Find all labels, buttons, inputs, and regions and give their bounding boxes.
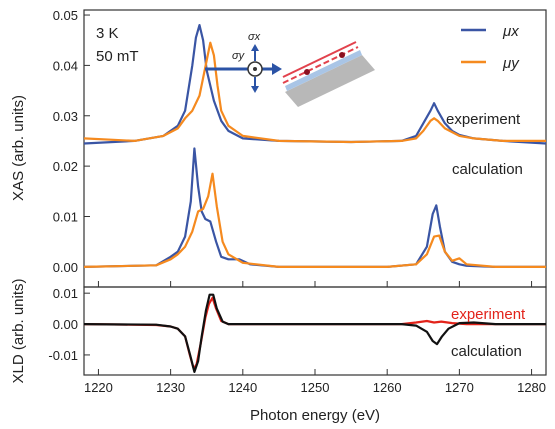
xld-series xyxy=(83,293,546,373)
temperature-label: 3 K xyxy=(96,25,119,42)
legend-muy-label: μy xyxy=(502,55,520,72)
xld-y-ticks: -0.01 0.00 0.01 xyxy=(48,286,90,363)
xas-plot-frame xyxy=(83,9,547,288)
polarization-geometry-inset: σx σy xyxy=(205,31,375,107)
molecule-layer-line-1 xyxy=(282,41,357,78)
xld-y-axis-label: XLD (arb. units) xyxy=(10,278,27,383)
y-tick-label: 0.00 xyxy=(53,260,78,275)
sample-film xyxy=(285,50,362,91)
legend-mux-label: μx xyxy=(502,23,519,40)
x-tick-label: 1220 xyxy=(84,380,113,395)
y-tick-label: 0.04 xyxy=(53,58,78,73)
y-tick-label: 0.05 xyxy=(53,8,78,23)
xld-calculation-line xyxy=(83,293,546,373)
xas-panel: 0.00 0.01 0.02 0.03 0.04 0.05 XAS (arb. units… xyxy=(10,8,547,288)
xas-legend: μx μy xyxy=(461,23,520,72)
xas-experiment-label: experiment xyxy=(446,111,521,128)
xas-experiment-mu-y-line xyxy=(83,41,546,144)
y-tick-label: 0.01 xyxy=(53,286,78,301)
y-tick-label: 0.02 xyxy=(53,159,78,174)
x-tick-label: 1240 xyxy=(228,380,257,395)
beam-arrow-head xyxy=(272,63,282,75)
xas-y-axis-label: XAS (arb. units) xyxy=(10,95,27,201)
sigma-y-label: σy xyxy=(232,50,246,62)
xas-experiment-mu-x-line xyxy=(83,24,547,145)
field-label: 50 mT xyxy=(96,48,139,65)
x-tick-label: 1230 xyxy=(156,380,185,395)
xas-x-ticks xyxy=(97,281,533,287)
xas-series xyxy=(83,24,547,268)
y-tick-label: 0.03 xyxy=(53,109,78,124)
xas-calculation-mu-y-line xyxy=(83,172,546,268)
molecule-layer-line-2 xyxy=(282,46,359,84)
sigma-x-arrow-down-head xyxy=(251,86,259,93)
x-tick-label: 1260 xyxy=(373,380,402,395)
sigma-y-dot-icon xyxy=(253,67,257,71)
x-axis-label: Photon energy (eV) xyxy=(250,407,380,424)
xld-calculation-label: calculation xyxy=(451,343,522,360)
x-tick-label: 1250 xyxy=(301,380,330,395)
y-tick-label: 0.00 xyxy=(53,317,78,332)
xld-x-ticks: 1220 1230 1240 1250 1260 1270 1280 xyxy=(84,369,546,395)
molecule-atom-1 xyxy=(304,69,310,75)
sigma-x-arrow-head xyxy=(251,44,259,51)
xld-panel: -0.010.000.01 1220 1230 1240 1250 1260 1270 12… xyxy=(10,278,547,424)
sample-substrate xyxy=(285,55,375,107)
sigma-x-label: σx xyxy=(248,31,261,43)
xld-experiment-label: experiment xyxy=(451,306,526,323)
xld-plot-frame xyxy=(83,286,547,376)
y-tick-label: -0.01 xyxy=(48,348,78,363)
xas-calculation-label: calculation xyxy=(452,161,523,178)
x-tick-label: 1270 xyxy=(445,380,474,395)
xas-y-ticks: 0.00 0.01 0.02 0.03 0.04 0.05 xyxy=(53,8,90,275)
y-tick-label: 0.01 xyxy=(53,209,78,224)
x-tick-label: 1280 xyxy=(517,380,546,395)
molecule-atom-2 xyxy=(339,52,345,58)
